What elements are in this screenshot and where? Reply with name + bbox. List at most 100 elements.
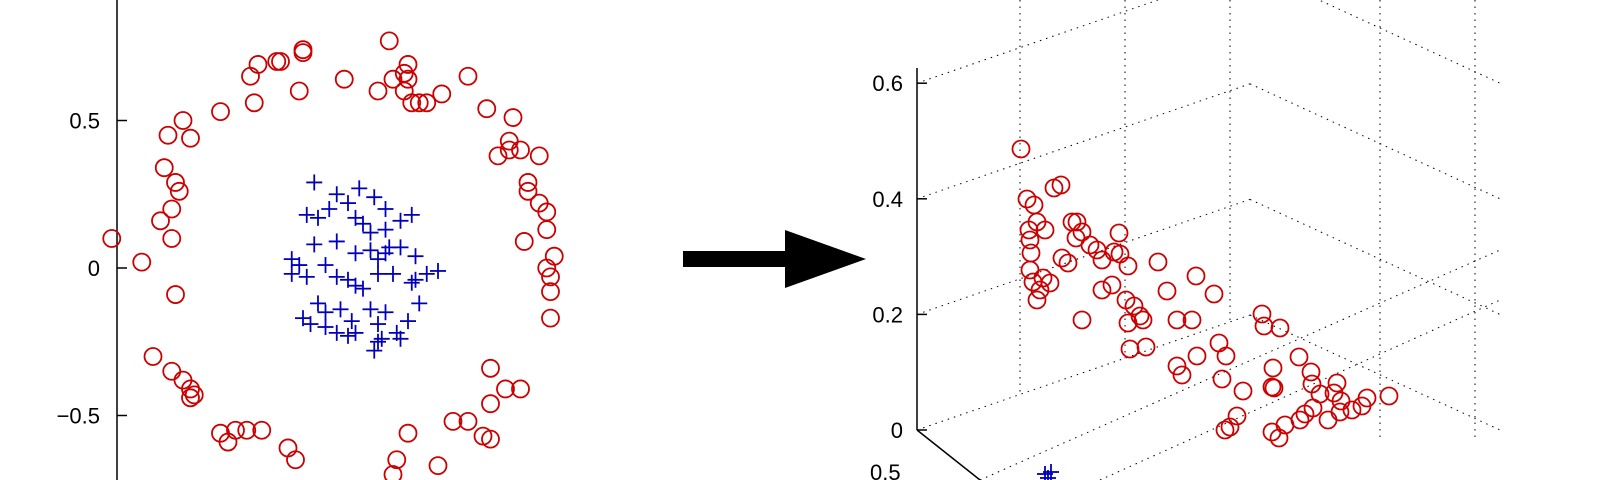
- left-y-tick-label: −0.5: [57, 404, 100, 429]
- inner-plus-point: [370, 333, 386, 350]
- outer-circle-point: [409, 93, 429, 113]
- mapped-circle-point: [1264, 378, 1284, 398]
- outer-circle-point: [458, 66, 478, 86]
- mapped-circle-point: [1342, 400, 1362, 420]
- inner-plus-point: [392, 330, 409, 347]
- inner-plus-point: [317, 304, 334, 321]
- mapped-circle-point: [1167, 310, 1187, 330]
- mapped-circle-point: [1186, 266, 1206, 286]
- mapped-circle-point: [1120, 339, 1140, 359]
- outer-circle-point: [383, 69, 403, 89]
- mapped-circle-point: [1109, 223, 1129, 243]
- mapped-circle-point: [1270, 318, 1290, 338]
- outer-circle-point: [237, 420, 257, 440]
- outer-circle-point: [541, 282, 560, 302]
- mapped-circle-point: [1220, 417, 1240, 437]
- outer-circle-point: [481, 358, 500, 378]
- inner-plus-point: [310, 209, 326, 226]
- right-3d-scatter-plot: 0.6 0.4 0.2 0 0.5: [870, 0, 1501, 480]
- outer-circle-point: [162, 199, 182, 219]
- mapped-circle-point: [1262, 422, 1282, 442]
- transform-arrow: [683, 230, 866, 288]
- inner-plus-point: [340, 327, 356, 344]
- inner-plus-point: [340, 195, 356, 212]
- inner-plus-point: [366, 189, 383, 206]
- mapped-circle-point: [1216, 346, 1236, 366]
- outer-circle-point: [289, 81, 309, 101]
- right-x-axis: [916, 429, 981, 480]
- mapped-circle-point: [1092, 250, 1112, 270]
- mapped-circle-point: [1051, 175, 1071, 195]
- mapped-circle-point: [1269, 428, 1289, 448]
- outer-circle-point: [537, 258, 557, 278]
- outer-circle-point: [541, 267, 560, 287]
- outer-circle-point: [398, 69, 418, 89]
- inner-plus-point: [392, 239, 409, 256]
- grid-line: [1249, 198, 1501, 315]
- outer-circle-point: [398, 55, 418, 74]
- outer-circle-point: [514, 232, 534, 251]
- inner-plus-point: [351, 180, 368, 197]
- outer-circle-point: [241, 66, 260, 86]
- inner-plus-point: [362, 224, 379, 241]
- inner-plus-point: [355, 280, 371, 297]
- outer-circle-point: [252, 420, 272, 440]
- mapped-circle-point: [1204, 284, 1224, 304]
- mapped-circle-point: [1157, 281, 1177, 301]
- inner-plus-point: [392, 212, 409, 229]
- inner-plus-point: [400, 313, 416, 330]
- mapped-circle-point: [1118, 313, 1138, 333]
- inner-plus-point: [362, 242, 379, 259]
- 3d-grid: [916, 0, 1501, 480]
- right-z-tick-label: 0.2: [872, 302, 903, 327]
- inner-plus-point: [317, 257, 334, 274]
- mapped-circle-point: [1318, 410, 1338, 430]
- outer-circle-point: [158, 125, 178, 145]
- outer-circle-point: [278, 438, 298, 458]
- inner-plus-point: [317, 319, 334, 335]
- outer-circle-point: [169, 181, 189, 201]
- mapped-circle-point: [1110, 244, 1130, 264]
- outer-circle-point: [271, 52, 290, 71]
- right-z-tick-label: 0: [891, 418, 903, 443]
- mapped-circle-point: [1017, 189, 1037, 209]
- grid-line: [1249, 314, 1501, 431]
- inner-plus-point: [343, 313, 360, 330]
- left-y-tick-label: 0.5: [69, 109, 100, 134]
- mapped-circle-point: [1289, 347, 1309, 367]
- outer-circle-point: [102, 229, 122, 248]
- inner-plus-point: [302, 316, 319, 333]
- grid-line: [916, 314, 1251, 431]
- outer-circle-point: [267, 52, 287, 71]
- inner-plus-point: [407, 271, 424, 288]
- inner-plus-point: [306, 174, 323, 191]
- mapped-circle-point: [1030, 280, 1050, 300]
- mapped-circle-point: [1295, 404, 1315, 424]
- mapped-circle-point: [1052, 248, 1072, 268]
- left-scatter-plot: 0.5 0 −0.5: [57, 0, 564, 480]
- mapped-circle-point: [1035, 220, 1055, 240]
- outer-circle-point: [394, 81, 414, 101]
- mapped-circle-point: [1301, 362, 1321, 382]
- inner-plus-point: [403, 274, 420, 291]
- outer-circle-point: [417, 93, 437, 113]
- grid-line: [1249, 83, 1501, 200]
- inner-plus-point: [362, 301, 379, 318]
- mapped-circle-point: [1357, 388, 1377, 408]
- inner-plus-point: [418, 265, 435, 282]
- mapped-circle-point: [1102, 275, 1122, 295]
- outer-circle-point: [398, 423, 418, 443]
- inner-plus-point: [370, 316, 386, 333]
- inner-plus-point: [283, 265, 300, 282]
- inner-plus-point: [385, 265, 401, 282]
- inner-plus-point: [373, 330, 390, 347]
- inner-plus-point: [370, 265, 386, 282]
- mapped-circle-point: [1263, 358, 1283, 378]
- mapped-circle-point: [1167, 356, 1187, 376]
- inner-plus-point: [377, 221, 394, 238]
- outer-circle-point: [143, 347, 163, 366]
- outer-circle-point: [443, 411, 463, 431]
- outer-circle-point: [173, 111, 193, 130]
- outer-circle-point: [518, 173, 538, 192]
- right-z-tick-label: 0.6: [872, 71, 903, 96]
